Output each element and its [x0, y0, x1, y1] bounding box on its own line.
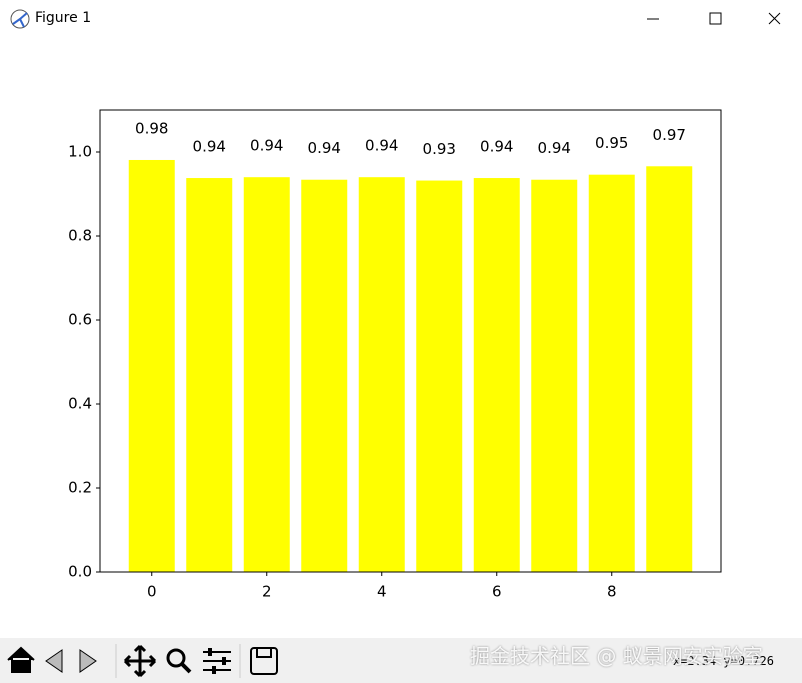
- bar: [416, 180, 463, 572]
- title-bar: Figure 1: [0, 0, 802, 38]
- y-tick-label: 0.2: [68, 479, 92, 497]
- value-label: 0.95: [595, 134, 628, 152]
- window-title: Figure 1: [35, 10, 92, 26]
- value-label: 0.97: [653, 126, 686, 144]
- plot-frame: [99, 109, 722, 573]
- y-tick-label: 0.8: [68, 227, 92, 245]
- x-tick-label: 4: [377, 583, 387, 601]
- maximize-button[interactable]: [709, 12, 722, 25]
- status-text: x=2.34 y=0.726: [672, 654, 774, 668]
- configure-button[interactable]: [203, 648, 231, 674]
- bar: [646, 166, 693, 572]
- x-tick-label: 8: [607, 583, 617, 601]
- value-label: 0.94: [308, 139, 341, 157]
- y-tick-label: 0.6: [68, 311, 92, 329]
- bar: [588, 174, 635, 572]
- save-button[interactable]: [250, 647, 278, 675]
- bar: [243, 177, 290, 572]
- close-button[interactable]: [768, 12, 781, 25]
- value-label: 0.94: [193, 138, 226, 156]
- bar: [301, 179, 348, 572]
- value-label: 0.98: [135, 119, 168, 137]
- y-tick-label: 1.0: [68, 143, 92, 161]
- zoom-button[interactable]: [166, 648, 192, 674]
- x-tick-label: 6: [492, 583, 502, 601]
- chart: 0.98 0.94 0.94 0.94 0.94 0.93 0.94 0.94 0.95 0.97…: [68, 109, 722, 601]
- app-icon: [10, 9, 30, 29]
- value-label: 0.94: [250, 137, 283, 155]
- x-tick-label: 2: [262, 583, 272, 601]
- value-label: 0.93: [423, 140, 456, 158]
- forward-button[interactable]: [79, 649, 97, 673]
- y-tick-label: 0.0: [68, 563, 92, 581]
- toolbar: x=2.34 y=0.726 掘金技术社区 @ 蚁景网安实验室: [0, 638, 802, 683]
- toolbar-buttons: [7, 644, 278, 678]
- value-label: 0.94: [538, 139, 571, 157]
- window-controls: [647, 12, 781, 25]
- value-label: 0.94: [365, 137, 398, 155]
- bar: [186, 178, 233, 573]
- watermark: 掘金技术社区 @ 蚁景网安实验室: [470, 644, 763, 668]
- bar: [128, 159, 175, 572]
- value-label: 0.94: [480, 138, 513, 156]
- bar: [473, 178, 520, 573]
- x-tick-label: 0: [147, 583, 157, 601]
- home-button[interactable]: [7, 646, 35, 673]
- y-tick-label: 0.4: [68, 395, 92, 413]
- pan-button[interactable]: [123, 644, 157, 678]
- bar: [358, 177, 405, 572]
- bar: [531, 179, 578, 572]
- back-button[interactable]: [45, 649, 63, 673]
